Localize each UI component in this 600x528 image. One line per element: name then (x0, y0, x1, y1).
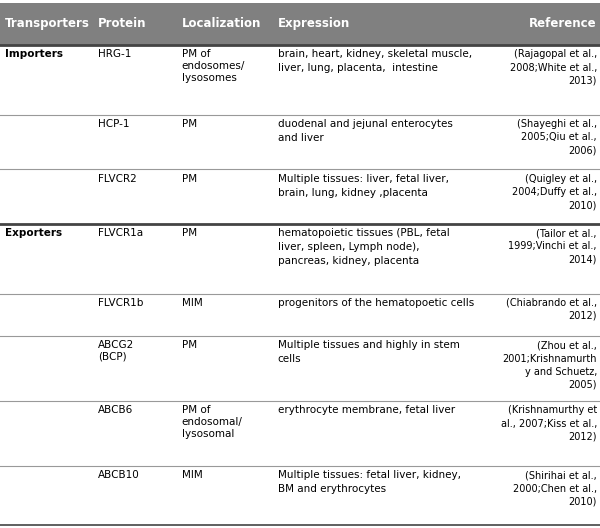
Text: Importers: Importers (5, 50, 63, 60)
Text: Multiple tissues and highly in stem
cells: Multiple tissues and highly in stem cell… (278, 341, 460, 364)
Text: ABCG2
(BCP): ABCG2 (BCP) (98, 341, 134, 362)
Text: Multiple tissues: liver, fetal liver,
brain, lung, kidney ,placenta: Multiple tissues: liver, fetal liver, br… (278, 174, 449, 197)
Bar (0, 336, 600, 401)
Text: PM: PM (182, 341, 197, 351)
Text: ABCB10: ABCB10 (98, 470, 140, 480)
Text: Exporters: Exporters (5, 228, 62, 238)
Text: brain, heart, kidney, skeletal muscle,
liver, lung, placenta,  intestine: brain, heart, kidney, skeletal muscle, l… (278, 50, 472, 73)
Text: HCP-1: HCP-1 (98, 119, 130, 129)
Text: PM: PM (182, 174, 197, 184)
Text: hematopoietic tissues (PBL, fetal
liver, spleen, Lymph node),
pancreas, kidney, : hematopoietic tissues (PBL, fetal liver,… (278, 228, 449, 266)
Bar (0, 224, 600, 294)
Text: PM: PM (182, 228, 197, 238)
Text: (Zhou et al.,
2001;Krishnamurth
y and Schuetz,
2005): (Zhou et al., 2001;Krishnamurth y and Sc… (503, 341, 597, 390)
Text: PM of
endosomal/
lysosomal: PM of endosomal/ lysosomal (182, 406, 242, 439)
Text: duodenal and jejunal enterocytes
and liver: duodenal and jejunal enterocytes and liv… (278, 119, 452, 143)
Text: PM of
endosomes/
lysosomes: PM of endosomes/ lysosomes (182, 50, 245, 83)
Text: (Quigley et al.,
2004;Duffy et al.,
2010): (Quigley et al., 2004;Duffy et al., 2010… (512, 174, 597, 210)
Text: Transporters: Transporters (5, 17, 89, 31)
Bar (0, 466, 600, 525)
Text: (Shayeghi et al.,
2005;Qiu et al.,
2006): (Shayeghi et al., 2005;Qiu et al., 2006) (517, 119, 597, 156)
Text: Expression: Expression (278, 17, 350, 31)
Bar (0, 3, 600, 45)
Bar (0, 115, 600, 169)
Bar (0, 294, 600, 336)
Text: (Krishnamurthy et
al., 2007;Kiss et al.,
2012): (Krishnamurthy et al., 2007;Kiss et al.,… (500, 406, 597, 442)
Text: Reference: Reference (529, 17, 597, 31)
Text: FLVCR1b: FLVCR1b (98, 298, 143, 308)
Bar (0, 401, 600, 466)
Bar (0, 169, 600, 224)
Text: progenitors of the hematopoetic cells: progenitors of the hematopoetic cells (278, 298, 474, 308)
Text: PM: PM (182, 119, 197, 129)
Text: Multiple tissues: fetal liver, kidney,
BM and erythrocytes: Multiple tissues: fetal liver, kidney, B… (278, 470, 461, 494)
Text: Localization: Localization (182, 17, 261, 31)
Text: (Rajagopal et al.,
2008;White et al.,
2013): (Rajagopal et al., 2008;White et al., 20… (509, 50, 597, 86)
Text: MIM: MIM (182, 298, 203, 308)
Text: (Chiabrando et al.,
2012): (Chiabrando et al., 2012) (506, 298, 597, 321)
Text: ABCB6: ABCB6 (98, 406, 133, 416)
Bar (0, 45, 600, 115)
Text: HRG-1: HRG-1 (98, 50, 131, 60)
Text: Protein: Protein (98, 17, 146, 31)
Text: erythrocyte membrane, fetal liver: erythrocyte membrane, fetal liver (278, 406, 455, 416)
Text: (Tailor et al.,
1999;Vinchi et al.,
2014): (Tailor et al., 1999;Vinchi et al., 2014… (509, 228, 597, 265)
Text: FLVCR2: FLVCR2 (98, 174, 137, 184)
Text: MIM: MIM (182, 470, 203, 480)
Text: FLVCR1a: FLVCR1a (98, 228, 143, 238)
Text: (Shirihai et al.,
2000;Chen et al.,
2010): (Shirihai et al., 2000;Chen et al., 2010… (513, 470, 597, 507)
